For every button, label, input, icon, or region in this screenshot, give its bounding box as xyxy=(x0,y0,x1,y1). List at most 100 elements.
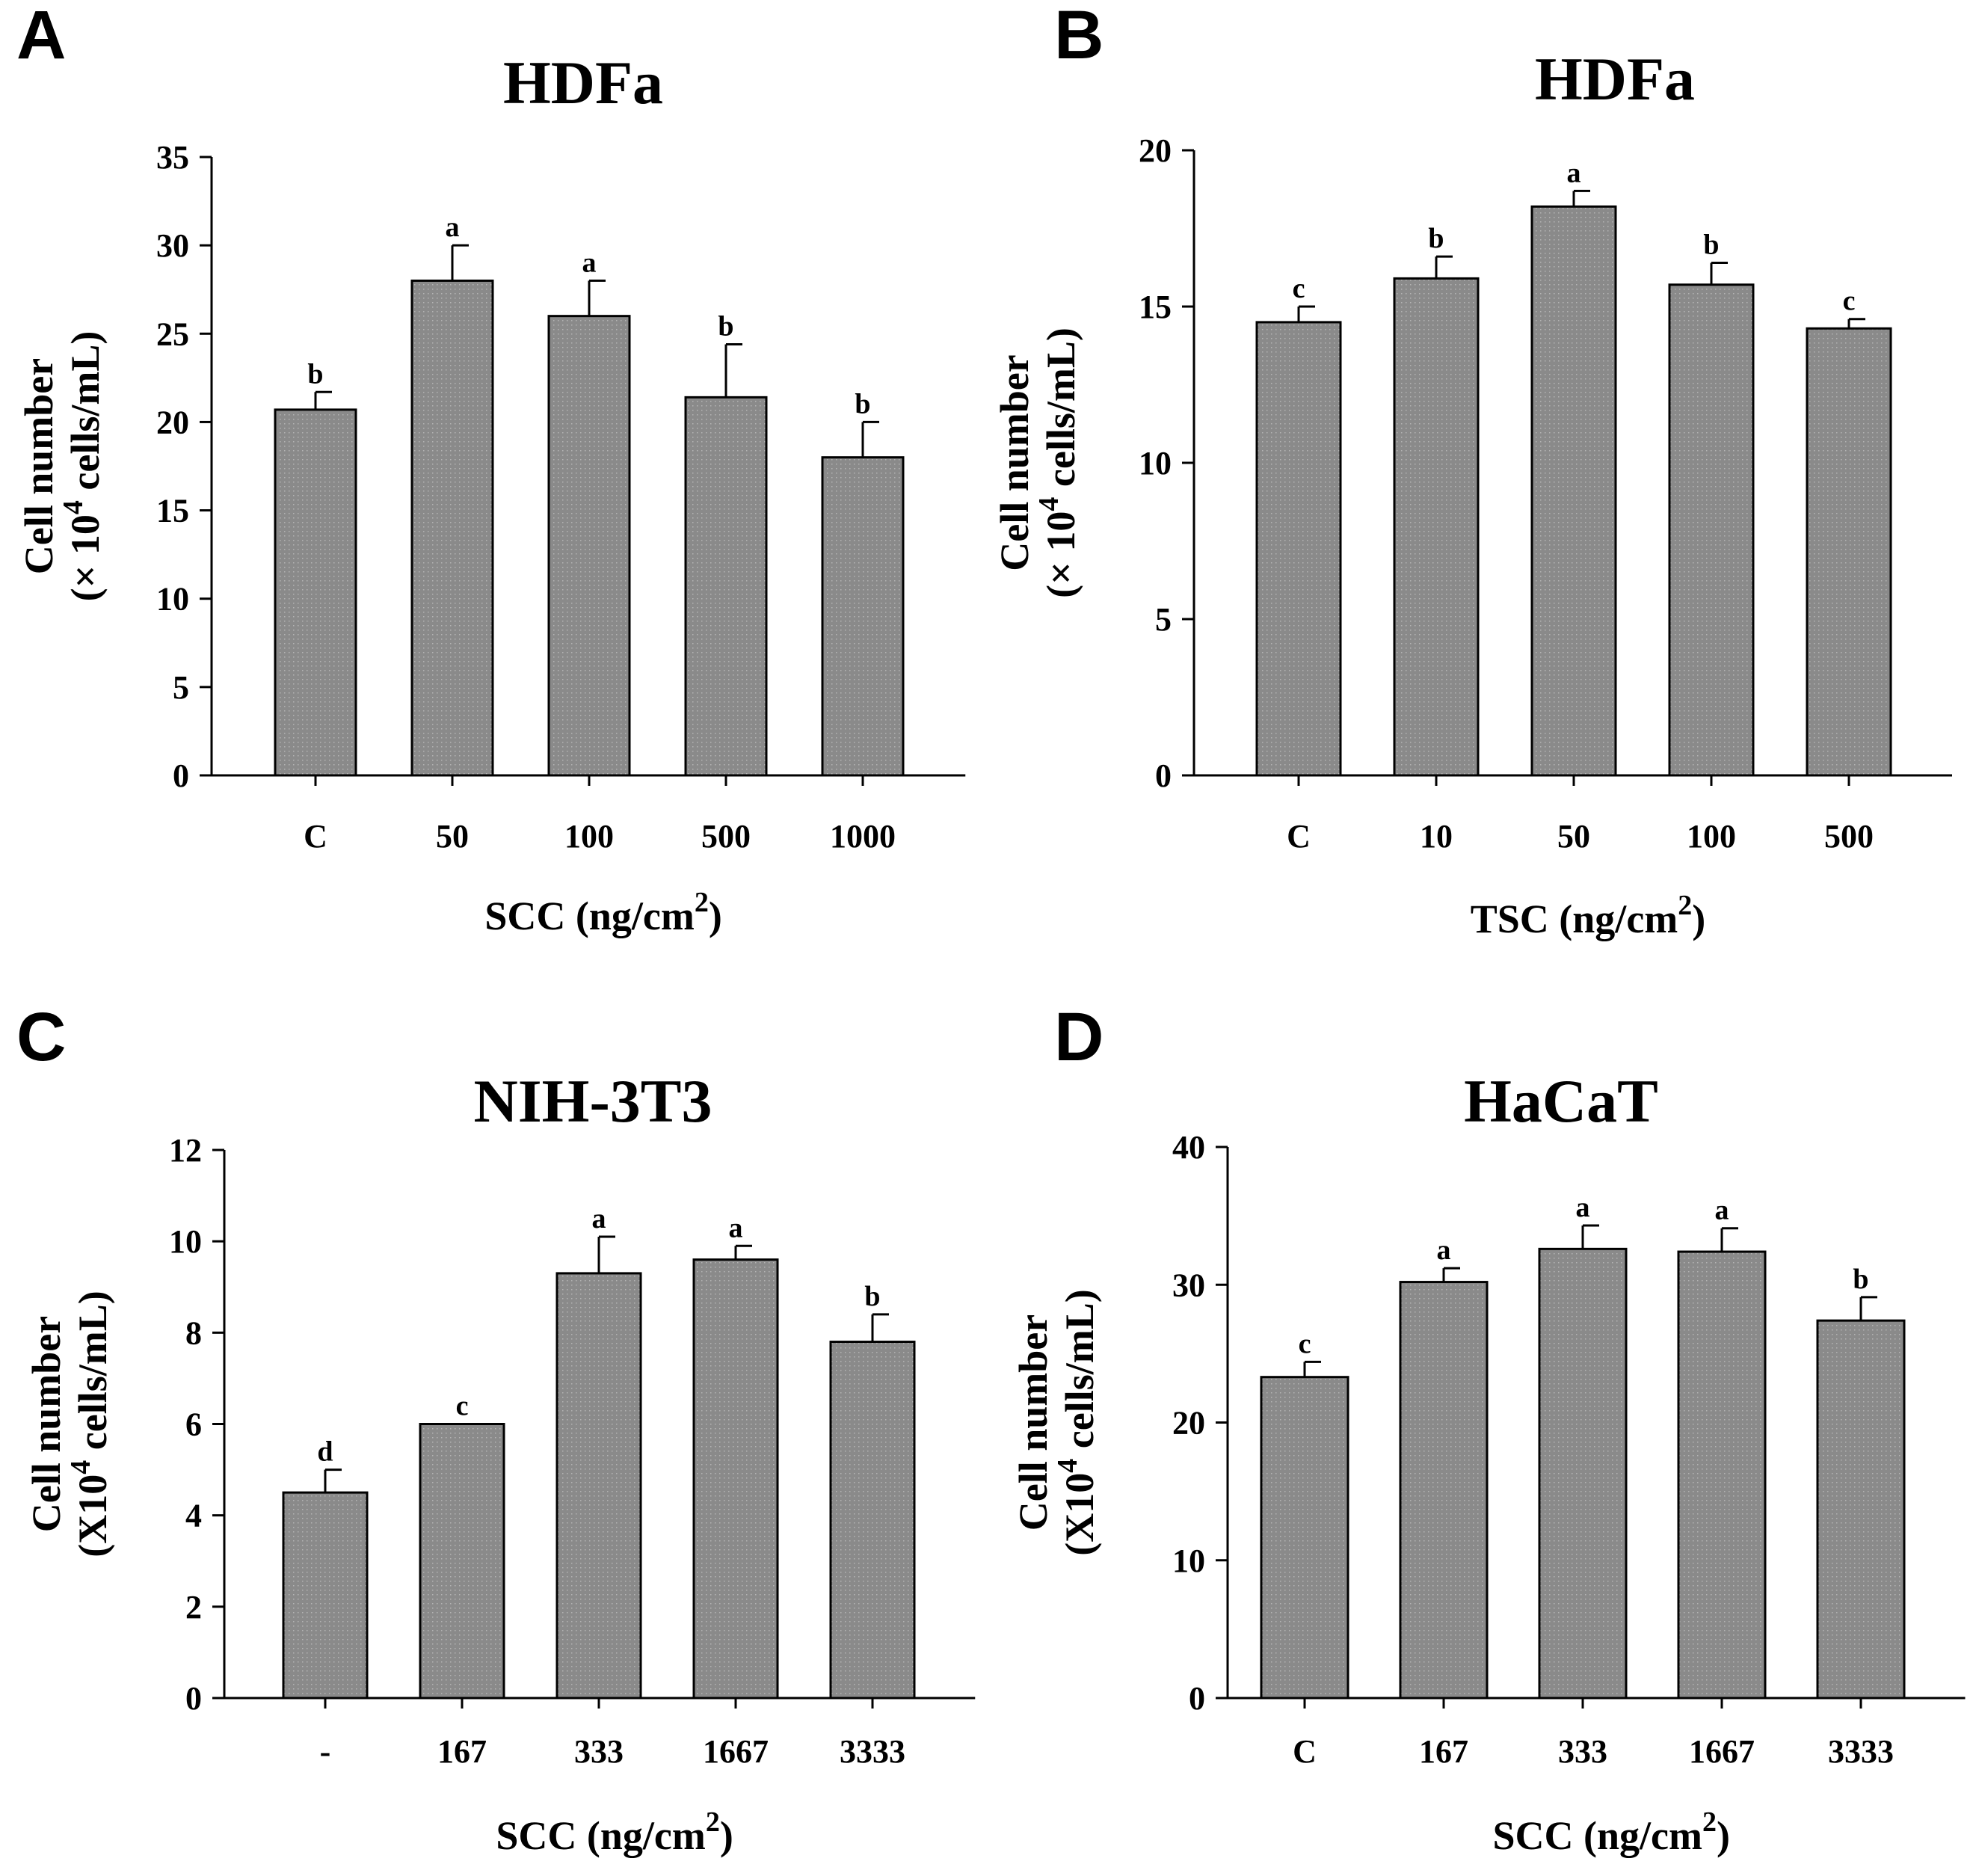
x-axis-title-c: SCC (ng/cm2) xyxy=(496,1806,733,1858)
y-axis-title-prefix-d: (X10 xyxy=(1057,1473,1102,1556)
y-tick-label-a-0: 0 xyxy=(173,757,189,794)
significance-label-c-4: b xyxy=(864,1281,880,1312)
y-tick-label-d-2: 20 xyxy=(1172,1405,1205,1442)
x-tick-label-b-1: 10 xyxy=(1420,818,1453,855)
y-tick-label-a-6: 30 xyxy=(156,227,189,264)
significance-label-c-2: a xyxy=(592,1203,606,1234)
x-tick-label-c-3: 1667 xyxy=(703,1733,769,1770)
x-axis-title-suffix-a: ) xyxy=(709,894,722,938)
significance-label-c-1: c xyxy=(456,1391,469,1422)
x-tick-label-d-3: 1667 xyxy=(1689,1733,1755,1770)
x-axis-title-sup-a: 2 xyxy=(695,887,709,918)
chart-title-a: HDFa xyxy=(503,49,663,117)
significance-label-a-0: b xyxy=(307,358,323,390)
bar-a-4 xyxy=(821,456,905,777)
bar-d-3 xyxy=(1677,1250,1767,1700)
bar-a-2 xyxy=(547,315,631,777)
bar-b-4 xyxy=(1806,327,1892,777)
x-tick-label-d-1: 167 xyxy=(1419,1733,1468,1770)
significance-label-c-3: a xyxy=(729,1212,743,1243)
y-axis-title-line2-b: (× 104 cells/mL) xyxy=(1033,327,1083,598)
x-tick-label-c-4: 3333 xyxy=(840,1733,905,1770)
panel-letter-d: D xyxy=(1054,999,1104,1075)
significance-label-b-3: b xyxy=(1703,229,1719,260)
chart-panel-d: D HaCaT c Ca 167 a 333 a 1667 b 3333 0 10 20 30 40 Cell … xyxy=(1011,999,1966,1858)
bar-a-3 xyxy=(684,396,768,777)
y-tick-label-c-4: 8 xyxy=(185,1314,202,1351)
significance-label-c-0: d xyxy=(317,1436,333,1468)
x-axis-title-a: SCC (ng/cm2) xyxy=(484,887,721,938)
x-tick-label-a-1: 50 xyxy=(436,818,469,855)
bar-b-1 xyxy=(1393,277,1480,777)
bar-c-1 xyxy=(419,1423,505,1700)
bar-c-2 xyxy=(555,1272,642,1700)
bar-d-2 xyxy=(1538,1247,1628,1700)
significance-label-a-3: b xyxy=(718,310,733,342)
y-tick-label-a-1: 5 xyxy=(173,669,189,706)
significance-label-a-1: a xyxy=(446,212,460,243)
y-axis-title-sup-d: 4 xyxy=(1052,1459,1083,1473)
y-tick-label-a-7: 35 xyxy=(156,139,189,176)
bar-b-3 xyxy=(1668,283,1755,777)
chart-title-d: HaCaT xyxy=(1464,1067,1658,1135)
y-tick-label-b-2: 10 xyxy=(1139,445,1172,482)
significance-label-d-0: c xyxy=(1299,1328,1311,1359)
y-tick-label-c-5: 10 xyxy=(169,1223,202,1260)
y-axis-title-line1-d: Cell number xyxy=(1011,1314,1056,1531)
y-tick-label-a-3: 15 xyxy=(156,493,189,529)
y-tick-label-a-5: 25 xyxy=(156,316,189,352)
y-axis-title-suffix-c: cells/mL) xyxy=(70,1291,115,1460)
x-tick-label-d-0: C xyxy=(1293,1733,1317,1770)
significance-label-a-4: b xyxy=(855,388,870,419)
x-tick-label-b-0: C xyxy=(1287,818,1311,855)
bar-b-2 xyxy=(1530,205,1617,777)
x-axis-title-text-d: SCC (ng/cm xyxy=(1493,1813,1703,1858)
x-axis-title-sup-c: 2 xyxy=(706,1806,720,1838)
x-tick-label-c-1: 167 xyxy=(437,1733,487,1770)
chart-panel-b: B HDFa c Cb 10 a 50 b 100 c 500 0 5 10 15 20 Cell number… xyxy=(992,0,1952,941)
y-axis-title-line2-d: (X104 cells/mL) xyxy=(1052,1289,1102,1555)
y-tick-label-a-4: 20 xyxy=(156,404,189,440)
chart-title-b: HDFa xyxy=(1535,45,1695,113)
x-axis-title-d: SCC (ng/cm2) xyxy=(1493,1806,1730,1858)
x-axis-title-text-b: TSC (ng/cm xyxy=(1471,897,1678,941)
bar-c-0 xyxy=(282,1491,369,1700)
y-axis-title-suffix-b: cells/mL) xyxy=(1038,327,1083,496)
y-axis-title-line1-c: Cell number xyxy=(24,1316,69,1533)
x-tick-label-b-3: 100 xyxy=(1687,818,1736,855)
x-axis-title-text-a: SCC (ng/cm xyxy=(484,894,695,938)
y-axis-title-suffix-d: cells/mL) xyxy=(1057,1289,1102,1458)
chart-panel-c: C NIH-3T3 d - c 167 a 333 a 1667 b 3333 0 2 4 6 8 10 12 Cel… xyxy=(16,999,976,1858)
x-tick-label-a-3: 500 xyxy=(701,818,751,855)
bar-d-4 xyxy=(1816,1319,1906,1700)
y-axis-title-suffix-a: cells/mL) xyxy=(63,331,108,500)
y-tick-label-c-0: 0 xyxy=(185,1680,202,1717)
x-axis-title-text-c: SCC (ng/cm xyxy=(496,1813,706,1858)
significance-label-d-1: a xyxy=(1437,1234,1451,1266)
y-axis-title-sup-b: 4 xyxy=(1033,497,1065,511)
y-tick-label-b-1: 5 xyxy=(1155,601,1172,638)
x-axis-title-suffix-c: ) xyxy=(720,1813,733,1858)
x-tick-label-a-2: 100 xyxy=(564,818,614,855)
x-tick-label-d-4: 3333 xyxy=(1828,1733,1894,1770)
y-tick-label-b-3: 15 xyxy=(1139,289,1172,325)
y-tick-label-b-4: 20 xyxy=(1139,132,1172,169)
y-axis-title-line2-c: (X104 cells/mL) xyxy=(65,1291,115,1557)
panel-letter-a: A xyxy=(16,0,66,73)
y-axis-title-sup-c: 4 xyxy=(65,1460,96,1474)
y-tick-label-a-2: 10 xyxy=(156,581,189,618)
x-tick-label-d-2: 333 xyxy=(1558,1733,1607,1770)
y-tick-label-c-1: 2 xyxy=(185,1589,202,1626)
x-tick-label-a-0: C xyxy=(304,818,327,855)
y-axis-title-line1-b: Cell number xyxy=(992,354,1037,571)
x-axis-title-suffix-b: ) xyxy=(1692,897,1705,941)
significance-label-b-2: a xyxy=(1567,157,1581,188)
x-axis-title-suffix-d: ) xyxy=(1717,1813,1730,1858)
significance-label-d-2: a xyxy=(1576,1192,1590,1223)
x-axis-title-b: TSC (ng/cm2) xyxy=(1471,890,1706,941)
y-axis-title-prefix-b: (× 10 xyxy=(1038,511,1083,598)
y-axis-title-prefix-c: (X10 xyxy=(70,1474,115,1557)
y-axis-title-line2-a: (× 104 cells/mL) xyxy=(58,331,108,602)
y-tick-label-d-4: 40 xyxy=(1172,1129,1205,1166)
